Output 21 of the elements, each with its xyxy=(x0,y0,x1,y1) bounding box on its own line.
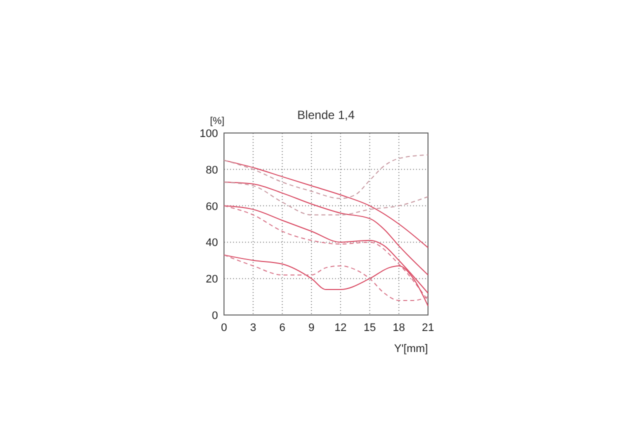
y-tick-label: 20 xyxy=(206,274,218,286)
y-tick-label: 40 xyxy=(206,237,218,250)
y-tick-label: 60 xyxy=(206,200,218,213)
line-series xyxy=(224,160,428,248)
line-series xyxy=(224,182,428,276)
y-tick-label: 100 xyxy=(200,128,218,140)
x-tick-label: 15 xyxy=(364,322,376,334)
chart-title: Blende 1,4 xyxy=(297,108,356,122)
y-tick-label: 0 xyxy=(212,310,218,322)
x-tick-label: 0 xyxy=(220,322,228,334)
x-tick-label: 6 xyxy=(279,322,286,334)
x-axis-title: Y'[mm] xyxy=(394,343,428,355)
x-tick-label: 3 xyxy=(250,322,256,334)
x-tick-label: 18 xyxy=(392,322,405,334)
y-axis-title: [%] xyxy=(210,116,225,127)
y-tick-label: 80 xyxy=(206,164,218,176)
x-tick-label: 12 xyxy=(334,322,347,334)
x-tick-label: 9 xyxy=(308,322,314,334)
x-tick-label: 21 xyxy=(422,322,434,334)
line-series xyxy=(224,154,428,200)
line-series xyxy=(224,182,428,216)
